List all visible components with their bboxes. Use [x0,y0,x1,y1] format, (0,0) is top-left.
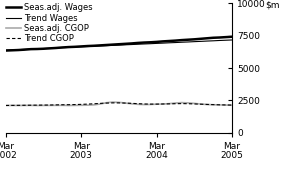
Y-axis label: $m: $m [265,1,280,10]
Legend: Seas.adj. Wages, Trend Wages, Seas.adj. CGOP, Trend CGOP: Seas.adj. Wages, Trend Wages, Seas.adj. … [6,3,93,43]
